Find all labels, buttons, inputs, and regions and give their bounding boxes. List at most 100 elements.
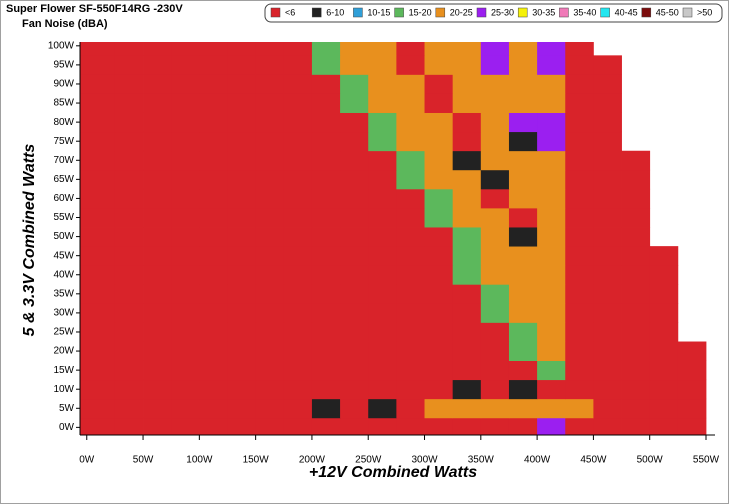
heat-cell [621, 150, 651, 171]
legend-label: 25-30 [491, 7, 514, 17]
heat-cell [311, 93, 341, 113]
heat-cell [452, 284, 482, 304]
heat-cell [677, 417, 707, 436]
heat-cell [452, 207, 482, 228]
heat-cell [452, 150, 482, 171]
heat-cell [621, 188, 651, 209]
heat-cell [143, 398, 172, 419]
x-tick-label: 250W [355, 455, 382, 466]
heat-cell [565, 379, 594, 400]
y-tick-label: 0W [59, 422, 75, 433]
heat-cell [537, 74, 566, 94]
heat-cell [171, 341, 200, 361]
heat-cell [171, 112, 200, 133]
heat-cell [396, 379, 425, 400]
heat-cell [593, 284, 622, 304]
heat-cell [593, 246, 622, 266]
heat-cell [227, 246, 257, 266]
heatmap [80, 42, 715, 436]
heat-cell [452, 379, 482, 400]
heat-cell [255, 169, 285, 190]
heat-cell [368, 188, 397, 209]
heat-cell [537, 417, 566, 436]
heat-cell [199, 188, 228, 209]
heat-cell [340, 379, 369, 400]
y-tick-label: 50W [53, 231, 74, 242]
heat-cell [80, 417, 116, 436]
heat-cell [649, 379, 679, 400]
heat-cell [340, 150, 369, 171]
heat-cell [480, 169, 510, 190]
y-tick-label: 45W [53, 250, 74, 261]
heat-cell [480, 227, 510, 247]
legend-label: 10-15 [367, 7, 390, 17]
heat-cell [593, 322, 622, 342]
heat-cell [537, 360, 566, 381]
heat-cell [171, 360, 200, 381]
x-tick-label: 300W [411, 455, 438, 466]
heat-cell [255, 150, 285, 171]
heat-cell [452, 398, 482, 419]
heat-cell [227, 341, 257, 361]
heat-cell [537, 265, 566, 285]
heat-cell [255, 379, 285, 400]
heat-cell [340, 417, 369, 436]
heat-cell [171, 284, 200, 304]
heat-cell [424, 303, 454, 323]
y-tick-label: 60W [53, 193, 74, 204]
heat-cell [593, 360, 622, 381]
legend-label: 40-45 [615, 7, 638, 17]
heat-cell [171, 55, 200, 75]
heat-cell [199, 360, 228, 381]
heat-cell [311, 227, 341, 247]
heat-cell [480, 150, 510, 171]
heat-cell [311, 112, 341, 133]
heat-cell [452, 188, 482, 209]
heat-cell [396, 150, 425, 171]
x-tick-label: 100W [186, 455, 213, 466]
heat-cell [143, 265, 172, 285]
heat-cell [340, 93, 369, 113]
heat-cell [537, 150, 566, 171]
heat-cell [368, 93, 397, 113]
heat-cell [283, 341, 313, 361]
legend-label: 30-35 [532, 7, 555, 17]
heat-cell [227, 207, 257, 228]
heat-cell [114, 112, 144, 133]
heat-cell [508, 112, 538, 133]
heat-cell [283, 360, 313, 381]
heat-cell [255, 227, 285, 247]
heat-cell [621, 207, 651, 228]
heat-cell [565, 303, 594, 323]
heat-cell [227, 55, 257, 75]
heat-cell [227, 42, 257, 56]
heat-cell [368, 284, 397, 304]
heat-cell [368, 227, 397, 247]
heat-cell [199, 55, 228, 75]
heat-cell [143, 417, 172, 436]
heat-cell [565, 360, 594, 381]
heat-cell [255, 265, 285, 285]
y-tick-label: 40W [53, 269, 74, 280]
heat-cell [255, 207, 285, 228]
heat-cell [424, 188, 454, 209]
heat-cell [396, 112, 425, 133]
heat-cell [340, 188, 369, 209]
legend-swatch [682, 7, 693, 18]
heat-cell [424, 417, 454, 436]
heat-cell [565, 150, 594, 171]
heat-cell [424, 169, 454, 190]
heat-cell [143, 303, 172, 323]
axes: 0W 50W 100W 150W 200W 250W 300W 350W 400W 450W 500… [48, 40, 720, 465]
heat-cell [171, 74, 200, 94]
heat-cell [621, 303, 651, 323]
heat-cell [80, 93, 116, 113]
heat-cell [143, 93, 172, 113]
heat-cell [311, 265, 341, 285]
heat-cell [255, 93, 285, 113]
heat-cell [283, 417, 313, 436]
heat-cell [368, 131, 397, 152]
heat-cell [593, 379, 622, 400]
heat-cell [255, 360, 285, 381]
heat-cell [565, 74, 594, 94]
